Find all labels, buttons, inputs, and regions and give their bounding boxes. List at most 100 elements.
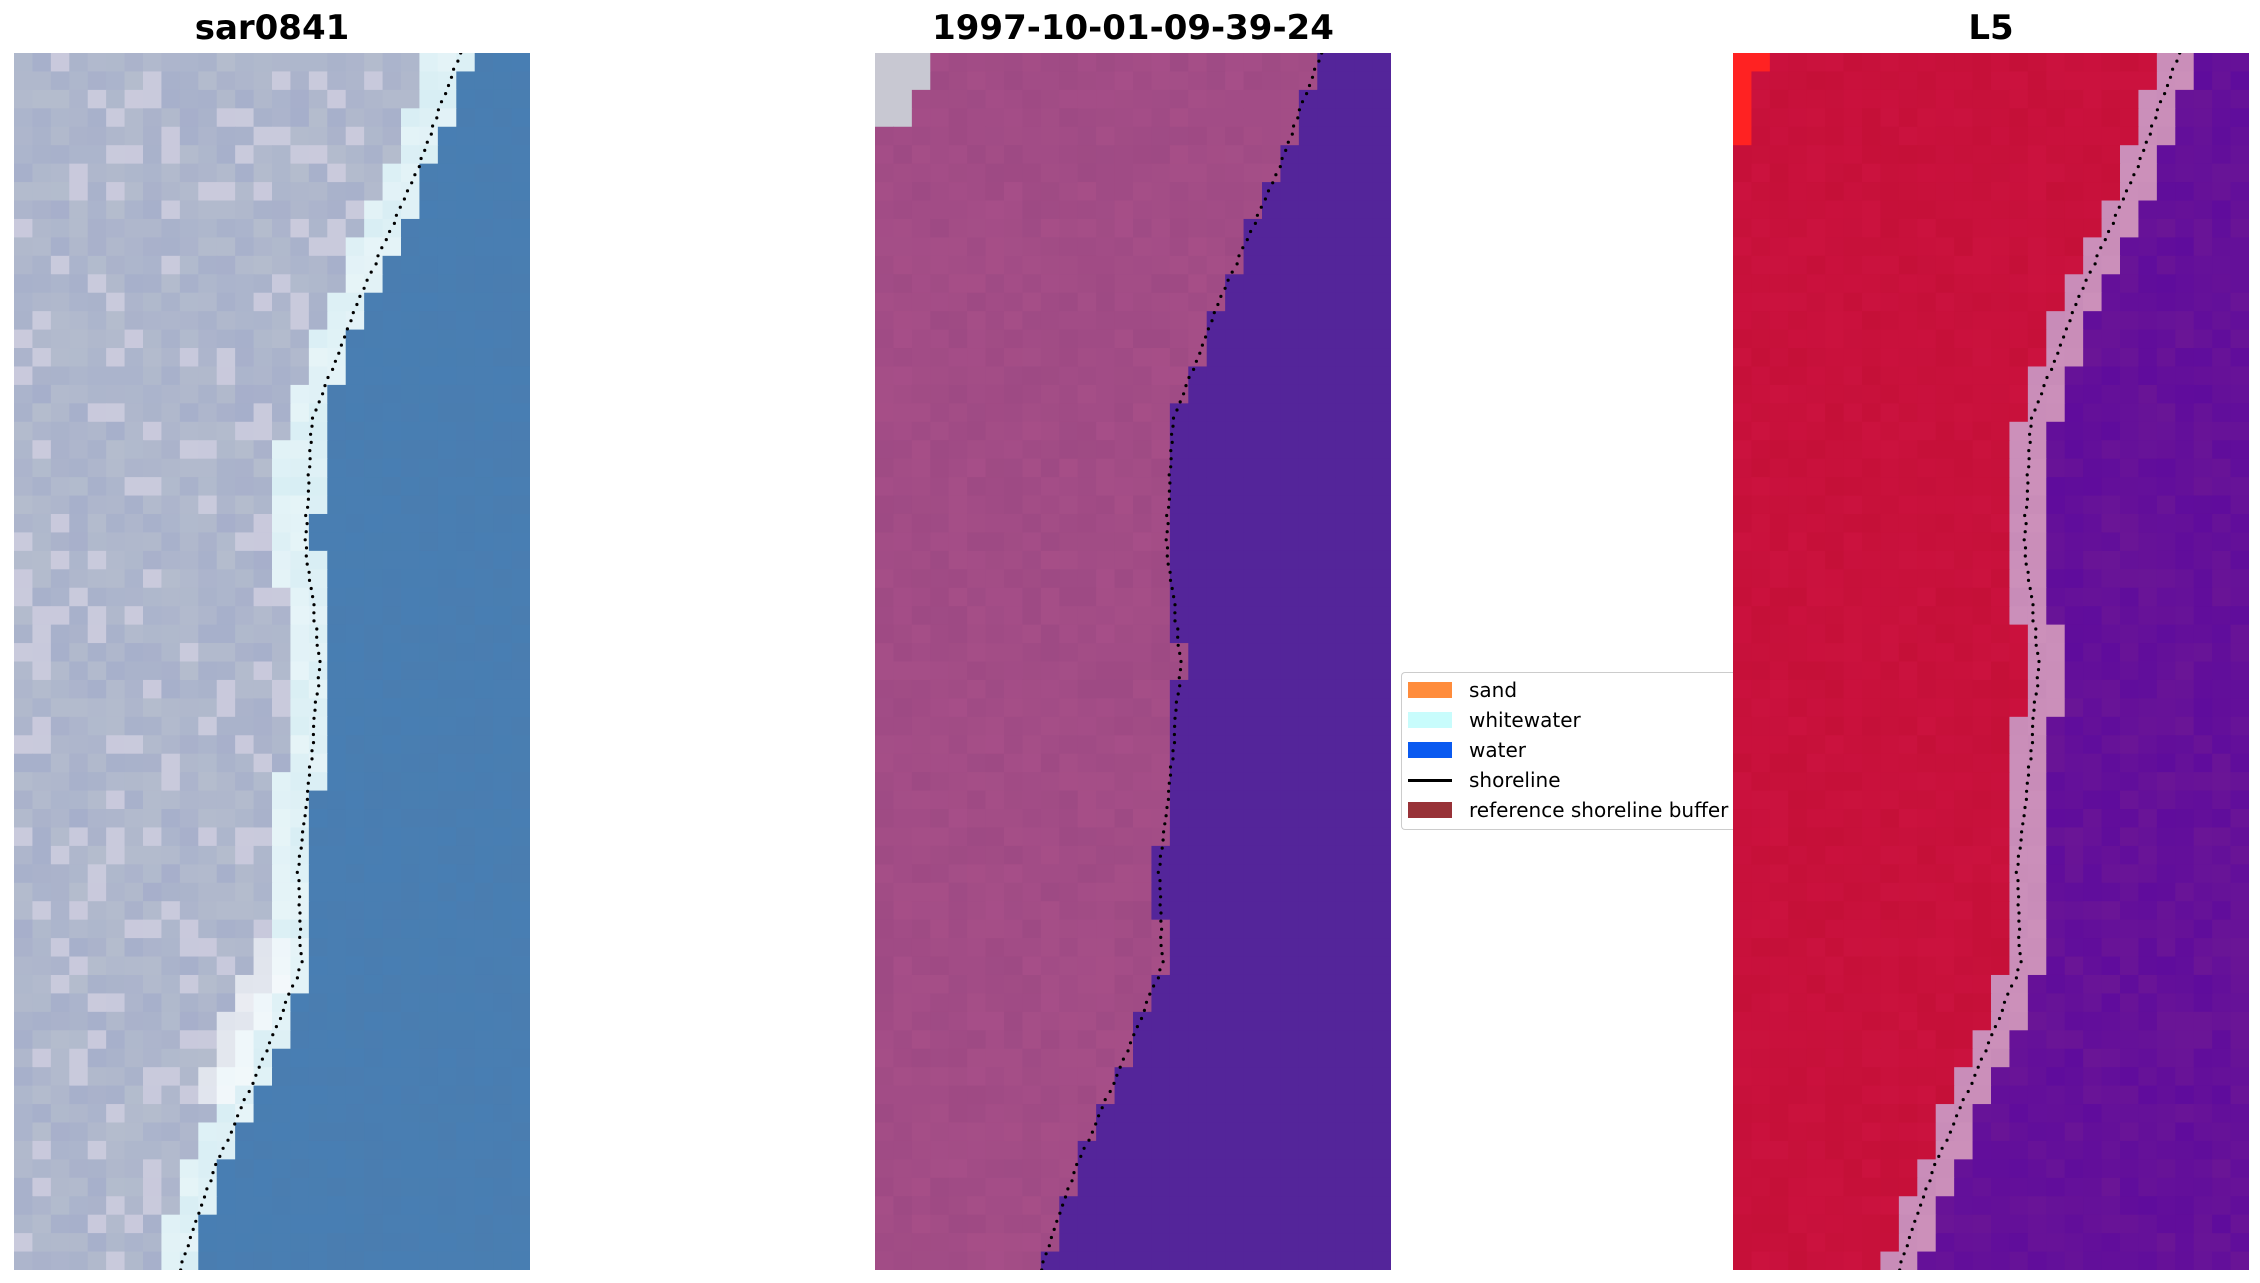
image-pixel bbox=[14, 329, 34, 349]
image-pixel bbox=[14, 716, 34, 736]
image-pixel bbox=[1188, 1233, 1208, 1253]
image-pixel bbox=[456, 108, 476, 128]
image-pixel bbox=[1917, 200, 1937, 220]
image-pixel bbox=[179, 1251, 199, 1270]
image-pixel bbox=[345, 145, 365, 165]
image-pixel bbox=[1133, 938, 1153, 958]
image-pixel bbox=[1298, 126, 1318, 146]
image-pixel bbox=[1972, 311, 1992, 331]
image-pixel bbox=[2193, 53, 2213, 73]
image-pixel bbox=[216, 126, 236, 146]
image-pixel bbox=[2083, 477, 2103, 497]
shoreline-dot bbox=[1172, 741, 1177, 745]
shoreline-dot bbox=[226, 1138, 230, 1142]
image-pixel bbox=[493, 1140, 513, 1160]
image-pixel bbox=[1262, 661, 1282, 681]
image-pixel bbox=[2120, 661, 2140, 681]
image-pixel bbox=[1169, 1159, 1189, 1179]
image-pixel bbox=[216, 292, 236, 312]
shoreline-dot bbox=[1266, 189, 1271, 193]
shoreline-dot bbox=[304, 513, 308, 518]
image-pixel bbox=[2230, 292, 2249, 312]
image-pixel bbox=[364, 200, 384, 220]
image-pixel bbox=[1188, 809, 1208, 829]
image-pixel bbox=[308, 366, 328, 386]
image-pixel bbox=[2193, 550, 2213, 570]
image-pixel bbox=[179, 1085, 199, 1105]
image-pixel bbox=[1022, 53, 1042, 73]
image-pixel bbox=[198, 1085, 218, 1105]
image-pixel bbox=[143, 182, 163, 202]
image-pixel bbox=[511, 1085, 530, 1105]
image-pixel bbox=[1151, 827, 1171, 847]
image-pixel bbox=[50, 1177, 70, 1197]
image-pixel bbox=[1096, 145, 1116, 165]
image-pixel bbox=[1298, 477, 1318, 497]
image-pixel bbox=[911, 587, 931, 607]
image-pixel bbox=[216, 1085, 236, 1105]
image-pixel bbox=[1372, 255, 1391, 275]
shoreline-dot bbox=[1132, 1033, 1136, 1037]
image-pixel bbox=[1206, 311, 1226, 331]
image-pixel bbox=[235, 864, 255, 884]
image-pixel bbox=[1335, 145, 1355, 165]
image-pixel bbox=[272, 772, 292, 792]
image-pixel bbox=[1917, 384, 1937, 404]
image-pixel bbox=[1954, 237, 1974, 257]
image-pixel bbox=[2064, 329, 2084, 349]
image-pixel bbox=[179, 1159, 199, 1179]
image-pixel bbox=[1354, 532, 1374, 552]
image-pixel bbox=[1004, 1048, 1024, 1068]
image-pixel bbox=[1206, 458, 1226, 478]
image-pixel bbox=[198, 274, 218, 294]
image-pixel bbox=[893, 569, 913, 589]
shoreline-dot bbox=[315, 643, 319, 647]
image-pixel bbox=[1298, 550, 1318, 570]
image-pixel bbox=[1335, 440, 1355, 460]
image-pixel bbox=[437, 1196, 457, 1216]
image-pixel bbox=[911, 827, 931, 847]
image-pixel bbox=[143, 348, 163, 368]
image-pixel bbox=[32, 458, 52, 478]
image-pixel bbox=[1059, 956, 1079, 976]
image-pixel bbox=[930, 938, 950, 958]
image-pixel bbox=[1169, 89, 1189, 109]
image-pixel bbox=[967, 311, 987, 331]
shoreline-dot bbox=[317, 400, 321, 404]
image-pixel bbox=[493, 532, 513, 552]
image-pixel bbox=[2009, 366, 2029, 386]
image-pixel bbox=[32, 882, 52, 902]
image-pixel bbox=[1769, 163, 1789, 183]
image-pixel bbox=[161, 329, 181, 349]
image-pixel bbox=[179, 864, 199, 884]
image-pixel bbox=[1206, 716, 1226, 736]
image-pixel bbox=[511, 366, 530, 386]
image-pixel bbox=[1991, 513, 2011, 534]
image-pixel bbox=[1243, 1177, 1263, 1197]
image-pixel bbox=[1954, 53, 1974, 73]
image-pixel bbox=[1022, 938, 1042, 958]
shoreline-dot bbox=[233, 1122, 237, 1126]
image-pixel bbox=[1825, 108, 1845, 128]
image-pixel bbox=[308, 956, 328, 976]
image-pixel bbox=[161, 624, 181, 644]
image-pixel bbox=[290, 864, 310, 884]
image-pixel bbox=[14, 292, 34, 312]
image-pixel bbox=[143, 1214, 163, 1234]
shoreline-dot bbox=[1094, 1122, 1098, 1126]
shoreline-dot bbox=[1169, 449, 1173, 453]
image-pixel bbox=[911, 845, 931, 865]
image-pixel bbox=[911, 145, 931, 165]
image-pixel bbox=[1843, 145, 1863, 165]
image-pixel bbox=[1862, 569, 1882, 589]
image-pixel bbox=[198, 938, 218, 958]
image-pixel bbox=[69, 53, 89, 73]
image-pixel bbox=[1751, 421, 1771, 441]
image-pixel bbox=[493, 587, 513, 607]
image-pixel bbox=[382, 1140, 402, 1160]
image-pixel bbox=[1372, 329, 1391, 349]
image-pixel bbox=[69, 366, 89, 386]
image-pixel bbox=[1151, 182, 1171, 202]
image-pixel bbox=[1133, 587, 1153, 607]
image-pixel bbox=[1188, 569, 1208, 589]
